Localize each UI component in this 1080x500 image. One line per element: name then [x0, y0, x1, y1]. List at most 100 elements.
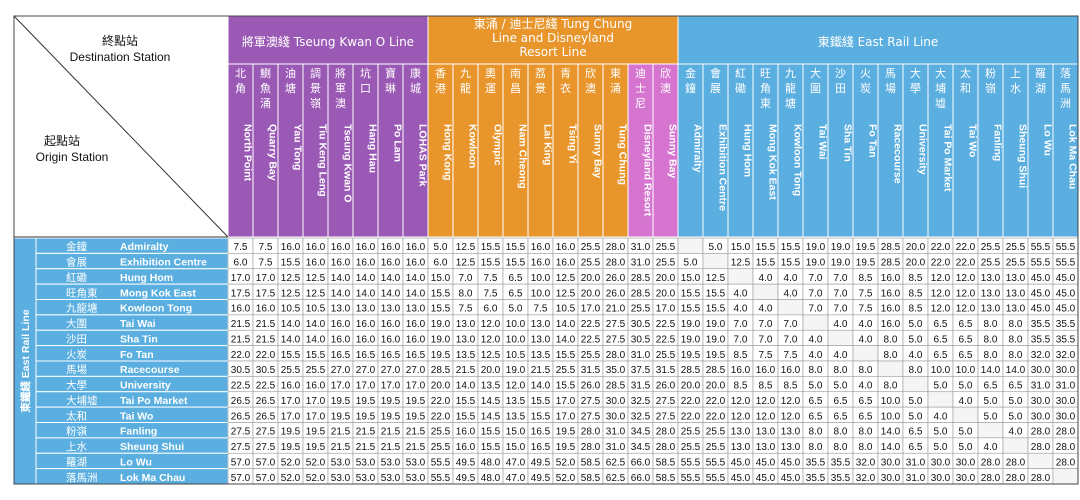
fare-value: 28.5: [431, 365, 451, 376]
fare-value: 12.0: [731, 396, 751, 407]
fare-value: 28.0: [1031, 442, 1051, 453]
fare-value: 6.5: [959, 350, 973, 361]
fare-value: 10.5: [281, 304, 301, 315]
fare-value: 31.0: [906, 457, 926, 468]
fare-value: 5.0: [984, 396, 998, 407]
fare-value: 25.5: [681, 427, 701, 438]
origin-name-zh: 粉嶺: [66, 425, 87, 438]
origin-name-zh: 大學: [66, 379, 87, 392]
fare-value: 14.5: [481, 396, 501, 407]
fare-value: 16.0: [406, 319, 426, 330]
fare-cell: [827, 329, 854, 346]
station-name-zh: 九: [785, 67, 796, 80]
fare-value: 14.0: [556, 334, 576, 345]
fare-value: 48.0: [481, 473, 501, 484]
fare-value: 8.0: [884, 381, 898, 392]
fare-value: 16.0: [231, 304, 251, 315]
fare-value: 8.5: [784, 381, 798, 392]
fare-value: 8.0: [834, 442, 848, 453]
fare-value: 16.0: [781, 365, 801, 376]
origin-name-en: Tai Wai: [120, 318, 156, 330]
fare-value: 16.0: [881, 304, 901, 315]
station-column-header: [277, 63, 304, 238]
fare-value: 6.5: [509, 273, 523, 284]
origin-name-en: Fanling: [120, 426, 157, 438]
fare-value: 15.5: [281, 350, 301, 361]
station-name-en: Exhibition Centre: [717, 124, 729, 211]
fare-value: 16.0: [381, 242, 401, 253]
fare-value: 5.0: [934, 381, 948, 392]
fare-value: 35.0: [606, 365, 626, 376]
fare-value: 7.0: [784, 319, 798, 330]
origin-label-en: Origin Station: [36, 150, 109, 164]
fare-value: 22.0: [956, 242, 976, 253]
station-name-zh: 琳: [385, 81, 396, 95]
origin-name-zh: 上水: [66, 441, 87, 453]
fare-value: 28.0: [981, 473, 1001, 484]
fare-value: 4.0: [859, 319, 873, 330]
fare-value: 31.0: [1031, 381, 1051, 392]
fare-value: 7.5: [534, 304, 548, 315]
fare-value: 19.5: [681, 350, 701, 361]
origin-name-en: University: [120, 380, 171, 392]
fare-value: 7.5: [259, 242, 273, 253]
fare-value: 19.5: [281, 427, 301, 438]
fare-value: 7.0: [759, 334, 773, 345]
station-name-zh: 炭: [860, 82, 871, 95]
fare-value: 19.5: [706, 350, 726, 361]
fare-value: 13.0: [456, 334, 476, 345]
station-column-header: [552, 63, 579, 238]
fare-value: 25.5: [556, 365, 576, 376]
station-name-zh: 油: [285, 66, 296, 80]
fare-value: 25.5: [281, 365, 301, 376]
fare-cell: [752, 283, 779, 300]
fare-value: 22.0: [231, 350, 251, 361]
fare-value: 28.0: [606, 258, 626, 269]
station-name-zh: 太: [960, 67, 971, 80]
station-name-zh: 和: [960, 82, 971, 95]
station-column-header: [527, 63, 554, 238]
fare-value: 27.0: [356, 365, 376, 376]
fare-value: 25.5: [656, 350, 676, 361]
fare-value: 28.0: [1056, 457, 1076, 468]
fare-value: 30.0: [1056, 396, 1076, 407]
fare-value: 15.5: [306, 350, 326, 361]
fare-value: 22.0: [931, 258, 951, 269]
fare-value: 19.5: [306, 427, 326, 438]
station-name-zh: 紅: [735, 67, 746, 80]
fare-cell: [1002, 437, 1029, 454]
fare-cell: [1052, 468, 1079, 485]
station-name-en: Lo Wu: [1042, 124, 1054, 156]
station-name-en: LOHAS Park: [417, 124, 429, 187]
station-column-header: [802, 63, 829, 238]
fare-value: 19.5: [381, 396, 401, 407]
station-name-zh: 田: [835, 82, 846, 95]
fare-value: 27.5: [231, 427, 251, 438]
fare-value: 12.5: [306, 273, 326, 284]
fare-value: 4.0: [759, 273, 773, 284]
station-name-zh: 迪: [635, 67, 646, 80]
fare-value: 19.5: [406, 411, 426, 422]
fare-value: 12.0: [756, 411, 776, 422]
fare-value: 16.0: [306, 242, 326, 253]
station-column-header: [1027, 63, 1054, 238]
station-name-en: Tiu Keng Leng: [317, 124, 329, 197]
fare-value: 15.5: [481, 442, 501, 453]
fare-value: 12.5: [481, 350, 501, 361]
fare-value: 25.5: [656, 258, 676, 269]
fare-value: 13.0: [406, 304, 426, 315]
station-name-zh: 旺: [760, 67, 771, 80]
origin-name-zh: 金鐘: [66, 240, 87, 253]
fare-value: 10.5: [306, 304, 326, 315]
fare-value: 13.0: [981, 273, 1001, 284]
fare-value: 30.0: [956, 473, 976, 484]
fare-value: 5.0: [909, 334, 923, 345]
fare-value: 6.5: [834, 411, 848, 422]
fare-value: 21.5: [381, 427, 401, 438]
fare-value: 8.5: [909, 288, 923, 299]
fare-value: 15.5: [781, 242, 801, 253]
fare-value: 20.0: [481, 365, 501, 376]
fare-value: 7.0: [759, 319, 773, 330]
fare-value: 22.0: [681, 411, 701, 422]
station-name-zh: 大: [810, 66, 821, 80]
